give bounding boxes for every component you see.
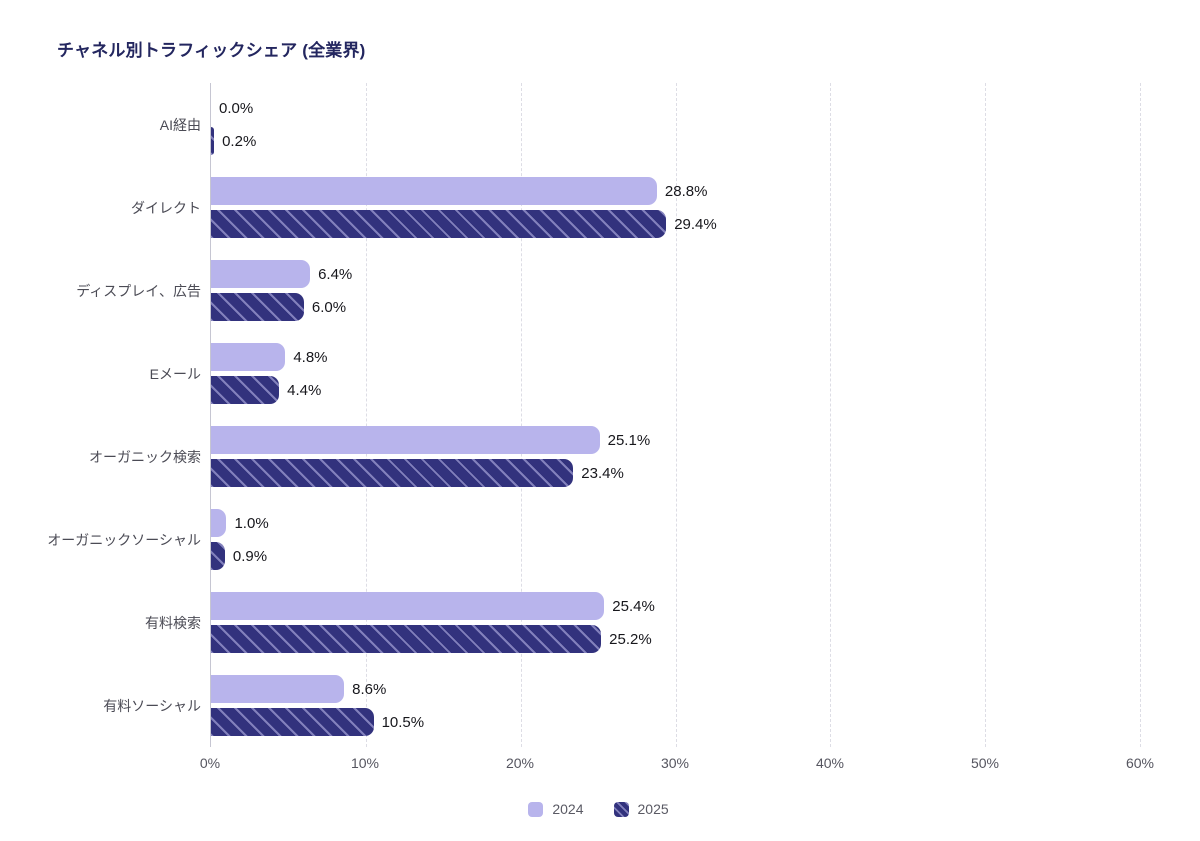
plot-area: AI経由 0.0% 0.2% ダイレクト 28.8% 29.4% ディスプレイ、広告 6.4%… bbox=[47, 83, 1141, 747]
gridline bbox=[830, 83, 832, 747]
y-axis-label: ディスプレイ、広告 bbox=[76, 282, 201, 299]
value-label: 6.0% bbox=[311, 298, 347, 316]
value-label: 0.9% bbox=[232, 547, 268, 565]
y-axis-label: ダイレクト bbox=[131, 199, 201, 216]
y-axis-label: 有料検索 bbox=[145, 614, 201, 631]
bar-2025-1[interactable] bbox=[211, 127, 215, 155]
chart-row-3: ディスプレイ、広告 6.4% 6.0% bbox=[76, 249, 1140, 332]
bar-line-2025: 0.2% bbox=[211, 127, 1140, 155]
bar-2025-7[interactable] bbox=[211, 625, 602, 653]
bar-2024-7[interactable] bbox=[211, 592, 605, 620]
bar-line-2024: 25.1% bbox=[211, 426, 1140, 454]
bar-line-2024: 28.8% bbox=[211, 177, 1140, 205]
gridline bbox=[675, 83, 677, 747]
value-label: 4.8% bbox=[293, 348, 328, 366]
bar-2025-2[interactable] bbox=[211, 210, 667, 238]
bar-2024-6[interactable] bbox=[211, 509, 227, 537]
chart-row-6: オーガニックソーシャル 1.0% 0.9% bbox=[47, 498, 1140, 581]
gridline bbox=[1140, 83, 1141, 747]
y-axis-label: オーガニック検索 bbox=[89, 448, 201, 465]
chart-row-7: 有料検索 25.4% 25.2% bbox=[145, 581, 1140, 664]
legend-item-2024[interactable]: 2024 bbox=[528, 801, 584, 817]
chart-row-5: オーガニック検索 25.1% 23.4% bbox=[89, 415, 1140, 498]
value-label: 10.5% bbox=[381, 713, 425, 731]
bar-line-2024: 6.4% bbox=[211, 260, 1140, 288]
x-tick-label: 40% bbox=[815, 755, 844, 771]
value-label: 23.4% bbox=[581, 464, 624, 482]
bar-line-2025: 10.5% bbox=[211, 708, 1140, 736]
chart-row-1: AI経由 0.0% 0.2% bbox=[160, 83, 1140, 166]
bar-2024-4[interactable] bbox=[211, 343, 286, 371]
chart-row-2: ダイレクト 28.8% 29.4% bbox=[131, 166, 1140, 249]
x-tick-label: 10% bbox=[350, 755, 379, 771]
value-label: 25.4% bbox=[612, 597, 655, 615]
bar-2024-5[interactable] bbox=[211, 426, 600, 454]
chart-row-4: Eメール 4.8% 4.4% bbox=[150, 332, 1140, 415]
y-axis-label: Eメール bbox=[149, 365, 201, 382]
bar-line-2025: 29.4% bbox=[211, 210, 1140, 238]
value-label: 1.0% bbox=[234, 514, 269, 532]
legend-label: 2025 bbox=[637, 801, 669, 817]
legend-label: 2024 bbox=[552, 801, 584, 817]
value-label: 0.0% bbox=[219, 99, 254, 117]
value-label: 28.8% bbox=[664, 182, 708, 200]
legend: 2024 2025 bbox=[57, 801, 1140, 817]
gridline bbox=[365, 83, 367, 747]
bar-line-2024: 25.4% bbox=[211, 592, 1140, 620]
value-label: 25.1% bbox=[607, 431, 651, 449]
bar-line-2024: 4.8% bbox=[211, 343, 1140, 371]
x-axis: 0% 10% 20% 30% 40% 50% 60% bbox=[200, 755, 1154, 777]
y-axis-label: AI経由 bbox=[159, 116, 201, 133]
legend-item-2025[interactable]: 2025 bbox=[613, 801, 669, 817]
bar-line-2025: 6.0% bbox=[211, 293, 1140, 321]
value-label: 8.6% bbox=[352, 680, 387, 698]
value-label: 25.2% bbox=[609, 630, 652, 648]
gridline bbox=[985, 83, 987, 747]
y-axis-label: 有料ソーシャル bbox=[103, 697, 201, 714]
legend-swatch bbox=[528, 801, 544, 817]
y-axis-label: オーガニックソーシャル bbox=[47, 531, 201, 548]
value-label: 4.4% bbox=[287, 381, 322, 399]
bar-2025-8[interactable] bbox=[211, 708, 374, 736]
bar-2024-2[interactable] bbox=[211, 177, 657, 205]
bar-line-2025: 25.2% bbox=[211, 625, 1140, 653]
chart-row-8: 有料ソーシャル 8.6% 10.5% bbox=[103, 664, 1140, 747]
x-tick-label: 30% bbox=[660, 755, 690, 771]
chart-title: チャネル別トラフィックシェア (全業界) bbox=[57, 41, 366, 60]
bar-2025-3[interactable] bbox=[211, 293, 304, 321]
bar-2024-8[interactable] bbox=[211, 675, 345, 703]
value-label: 0.2% bbox=[222, 132, 257, 150]
bar-line-2025: 4.4% bbox=[211, 376, 1140, 404]
chart-page: チャネル別トラフィックシェア (全業界) AI経由 0.0% 0.2% ダイレクト 28… bbox=[47, 41, 1154, 817]
value-label: 6.4% bbox=[318, 265, 353, 283]
x-tick-label: 20% bbox=[505, 755, 534, 771]
bar-line-2024: 1.0% bbox=[211, 509, 1140, 537]
bar-2025-6[interactable] bbox=[211, 542, 225, 570]
bar-line-2024: 8.6% bbox=[211, 675, 1140, 703]
bar-line-2024: 0.0% bbox=[211, 94, 1140, 122]
x-tick-label: 50% bbox=[970, 755, 1000, 771]
bar-2025-5[interactable] bbox=[211, 459, 574, 487]
bar-2025-4[interactable] bbox=[211, 376, 280, 404]
value-label: 29.4% bbox=[674, 215, 717, 233]
x-tick-label: 60% bbox=[1125, 755, 1155, 771]
bar-line-2025: 0.9% bbox=[211, 542, 1140, 570]
legend-swatch bbox=[613, 801, 629, 817]
gridline bbox=[520, 83, 522, 747]
bar-2024-3[interactable] bbox=[211, 260, 311, 288]
x-tick-label: 0% bbox=[199, 755, 221, 771]
bar-line-2025: 23.4% bbox=[211, 459, 1140, 487]
